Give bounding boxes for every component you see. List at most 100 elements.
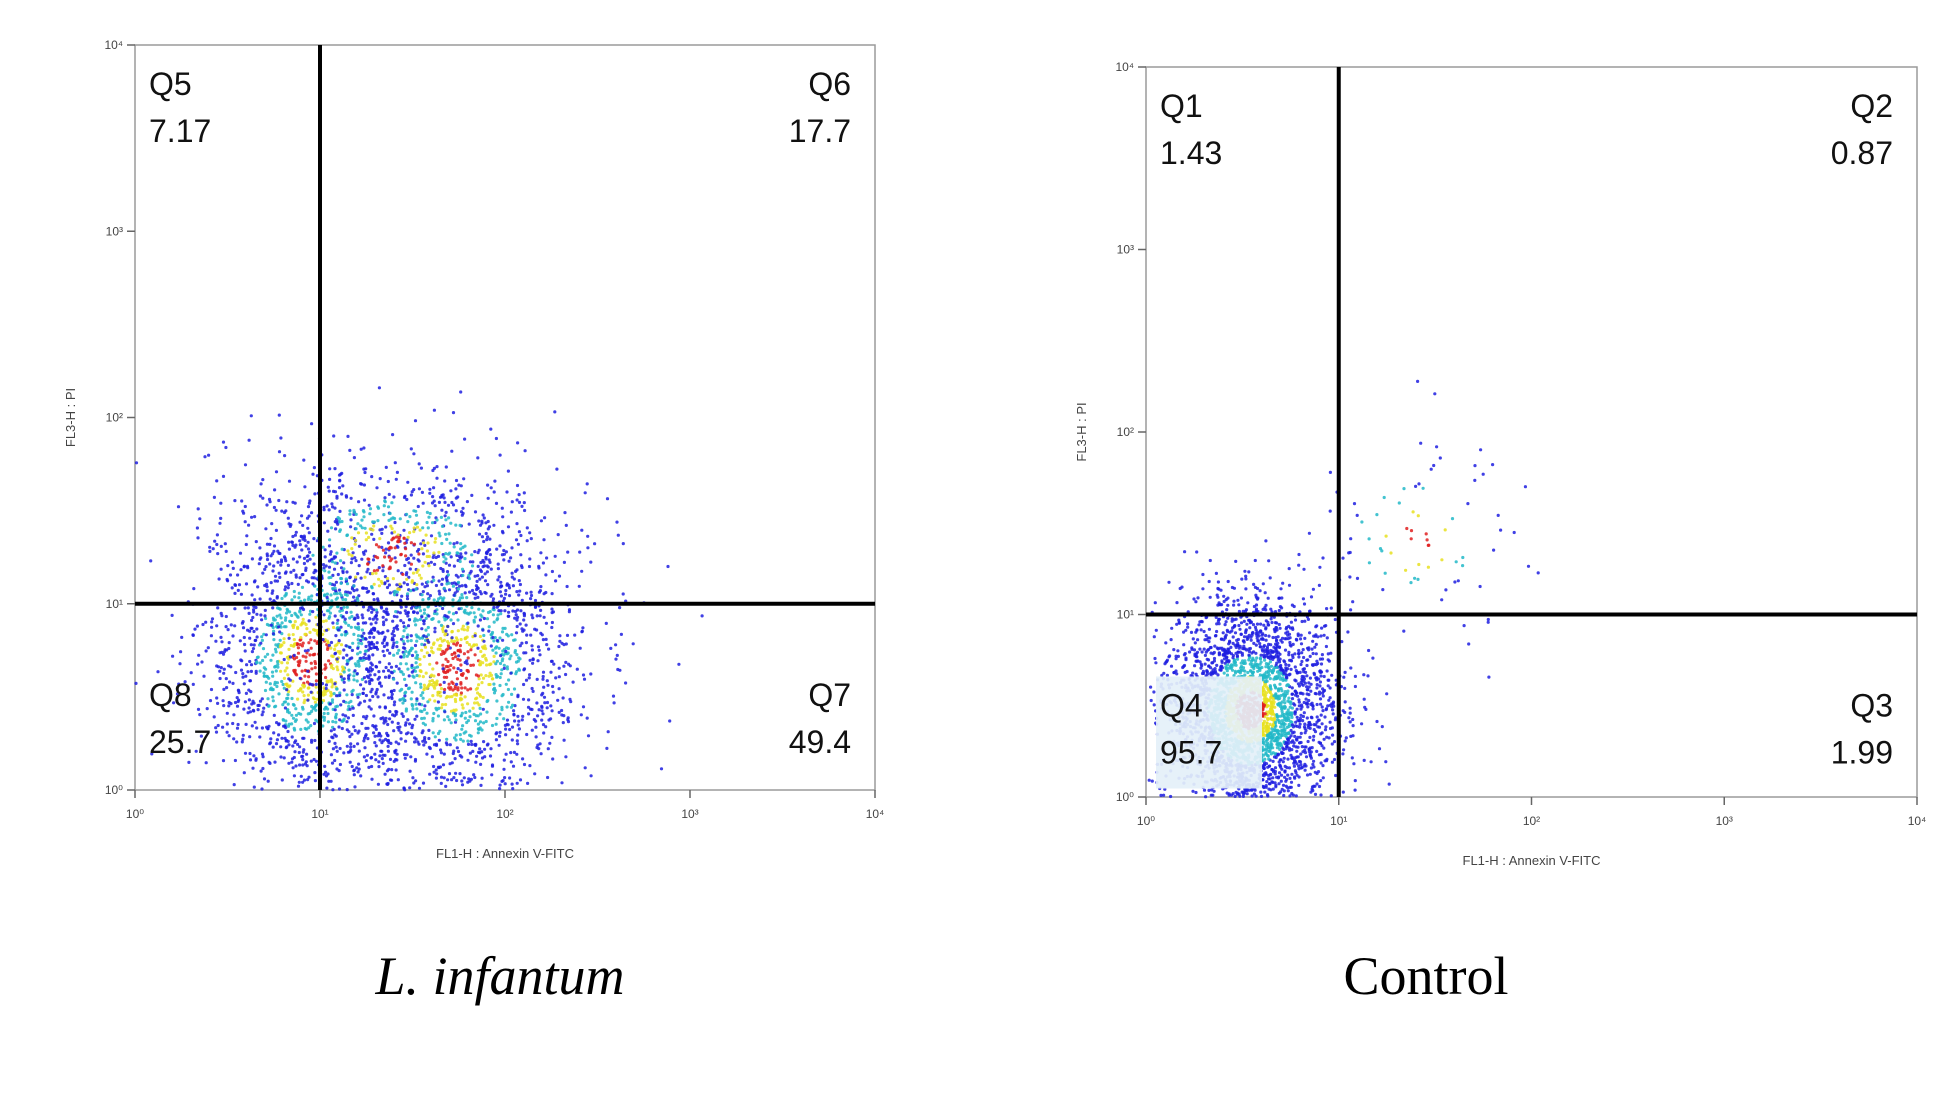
event-point (407, 561, 411, 565)
event-point (386, 781, 390, 786)
event-point (368, 635, 372, 639)
event-point (390, 527, 394, 531)
event-point (290, 722, 294, 726)
event-point (392, 614, 396, 619)
event-point (1283, 701, 1287, 705)
event-point (1305, 663, 1309, 668)
event-point (539, 519, 544, 523)
event-point (394, 477, 398, 481)
event-point (376, 734, 380, 738)
event-point (488, 560, 492, 565)
event-point (432, 764, 436, 769)
event-point (261, 658, 265, 663)
event-point (314, 682, 318, 687)
event-point (362, 656, 366, 660)
event-point (291, 557, 295, 561)
event-point (331, 621, 335, 625)
event-point (1242, 619, 1246, 624)
event-point (187, 760, 191, 765)
event-point (259, 769, 263, 773)
event-point (286, 673, 290, 677)
event-point (551, 690, 555, 694)
event-point (374, 664, 378, 669)
event-point (495, 674, 500, 679)
event-point (356, 599, 360, 603)
event-point (530, 644, 534, 648)
event-point (560, 641, 564, 645)
event-point (255, 660, 259, 664)
event-point (446, 552, 451, 556)
event-point (513, 616, 517, 620)
event-point (410, 663, 414, 668)
event-point (374, 724, 378, 728)
quadrant-percentage: 49.4 (789, 724, 851, 760)
event-point (283, 588, 287, 592)
event-point (427, 683, 431, 688)
event-point (215, 533, 219, 537)
event-point (353, 669, 357, 673)
event-point (541, 670, 546, 674)
event-point (334, 705, 338, 709)
event-point (283, 594, 287, 598)
event-point (367, 765, 371, 770)
event-point (1222, 599, 1226, 604)
event-point (504, 733, 508, 737)
event-point (1255, 586, 1260, 591)
event-point (1324, 644, 1328, 649)
event-point (249, 669, 253, 674)
event-point (494, 651, 498, 655)
event-point (368, 666, 372, 670)
event-point (1239, 632, 1243, 637)
event-point (338, 693, 342, 698)
event-point (433, 562, 437, 567)
event-point (402, 629, 406, 633)
event-point (226, 564, 230, 568)
event-point (292, 755, 296, 760)
event-point (324, 770, 328, 774)
event-point (252, 608, 256, 612)
event-point (357, 500, 361, 504)
event-point (433, 699, 437, 703)
event-point (412, 526, 416, 530)
event-point (454, 611, 458, 615)
event-point (1172, 648, 1176, 652)
event-point (279, 560, 284, 564)
event-point (314, 759, 318, 763)
event-point (344, 630, 348, 634)
event-point (562, 738, 566, 742)
event-point (287, 685, 291, 689)
event-point (473, 510, 478, 514)
event-point (1279, 587, 1283, 591)
event-point (414, 606, 418, 610)
event-point (1312, 765, 1316, 769)
event-point (1303, 768, 1307, 772)
x-tick-label: 10⁴ (866, 807, 885, 821)
event-point (539, 608, 543, 613)
event-point (466, 758, 470, 762)
event-point (321, 545, 325, 549)
event-point (233, 591, 237, 596)
event-point (505, 582, 509, 586)
event-point (497, 646, 501, 650)
event-point (408, 786, 412, 790)
event-point (180, 635, 184, 640)
quadrant-percentage: 17.7 (789, 113, 851, 149)
event-point (580, 630, 584, 634)
event-point (494, 501, 499, 505)
event-point (505, 490, 509, 494)
event-point (432, 711, 436, 716)
event-point (260, 638, 264, 643)
event-point (442, 680, 446, 685)
event-point (383, 575, 387, 579)
event-point (482, 564, 487, 568)
event-point (333, 682, 337, 686)
event-point (386, 733, 390, 737)
event-point (437, 738, 441, 742)
event-point (301, 763, 305, 767)
event-point (272, 549, 276, 553)
event-point (442, 496, 446, 500)
event-point (233, 583, 238, 588)
event-point (371, 572, 375, 576)
event-point (395, 615, 399, 619)
